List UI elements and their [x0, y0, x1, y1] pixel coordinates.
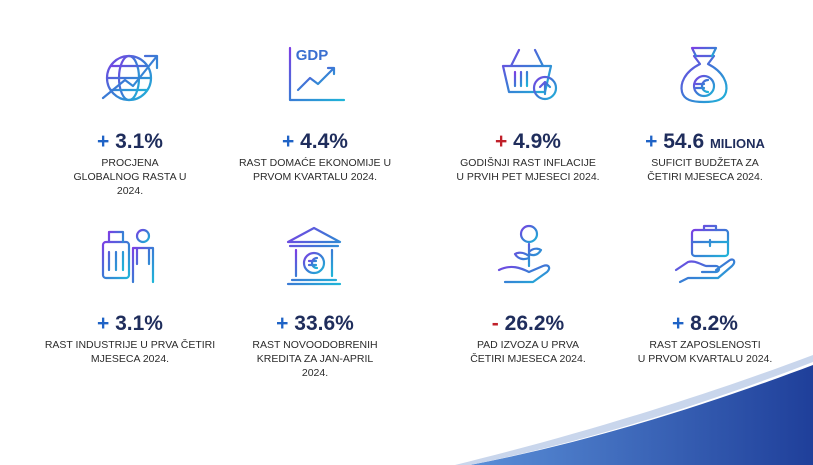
sign: + [672, 312, 685, 335]
icon-label: GDP [296, 47, 329, 64]
sign: + [495, 130, 508, 153]
icon: GDP [288, 46, 346, 102]
description-line: 2024. [301, 367, 329, 379]
value: 3.1% [115, 312, 163, 335]
sign: - [491, 312, 499, 335]
description-line: MJESECA 2024. [90, 353, 170, 365]
description-line: GODIŠNJI RAST INFLACIJE [460, 157, 596, 169]
value: 33.6% [294, 312, 354, 335]
sign: + [645, 130, 658, 153]
description-line: PROCJENA [101, 157, 159, 169]
description-line: RAST NOVOODOBRENIH [252, 339, 378, 351]
description: RAST ZAPOSLENOSTI U PRVOM KVARTALU 2024. [605, 338, 805, 366]
unit: MILIONA [709, 136, 765, 151]
stat: + 54.6 MILIONA [605, 130, 805, 154]
value: 4.4% [300, 130, 348, 153]
description-line: PAD IZVOZA U PRVA [476, 339, 580, 351]
description: PROCJENA GLOBALNOG RASTA U 2024. [30, 156, 230, 198]
sign: + [97, 130, 110, 153]
sign: + [97, 312, 110, 335]
description-line: ČETIRI MJESECA 2024. [647, 171, 763, 183]
stat-item: + 54.6 MILIONA SUFICIT BUDŽETA ZA ČETIRI M… [605, 42, 805, 184]
stat-item: + 8.2% RAST ZAPOSLENOSTI U PRVOM KVARTALU … [605, 222, 805, 366]
icon [101, 54, 159, 102]
stat: + 3.1% [30, 130, 230, 154]
stat: + 33.6% [215, 312, 415, 336]
description-line: RAST ZAPOSLENOSTI [649, 339, 761, 351]
stat-item: - 26.2% PAD IZVOZA U PRVA ČETIRI MJESECA 2… [428, 222, 628, 366]
stat-item: + 4.9% GODIŠNJI RAST INFLACIJE U PRVIH PET… [428, 42, 628, 184]
icon [101, 228, 155, 284]
sign: + [276, 312, 289, 335]
description-line: PRVOM KVARTALU 2024. [252, 171, 378, 183]
value: 4.9% [513, 130, 561, 153]
value: 3.1% [115, 130, 163, 153]
stat-item: GDP + 4.4% RAST DOMAĆE EKONOMIJE U PRVOM KV… [215, 42, 415, 184]
value: 8.2% [690, 312, 738, 335]
description: GODIŠNJI RAST INFLACIJE U PRVIH PET MJESE… [428, 156, 628, 184]
stat: + 8.2% [605, 312, 805, 336]
stat: + 4.4% [215, 130, 415, 154]
sign: + [282, 130, 295, 153]
description-line: 2024. [116, 185, 144, 197]
description-line: SUFICIT BUDŽETA ZA [651, 157, 759, 169]
description-line: RAST DOMAĆE EKONOMIJE U [238, 157, 392, 169]
icon [674, 224, 736, 284]
stat-item: + 33.6% RAST NOVOODOBRENIH KREDITA ZA JAN-… [215, 222, 415, 380]
description-line: U PRVIH PET MJESECI 2024. [456, 171, 600, 183]
description: SUFICIT BUDŽETA ZA ČETIRI MJESECA 2024. [605, 156, 805, 184]
stat-item: + 3.1% PROCJENA GLOBALNOG RASTA U 2024. [30, 42, 230, 198]
icon [680, 46, 728, 104]
description: RAST INDUSTRIJE U PRVA ČETIRI MJESECA 202… [30, 338, 230, 366]
description-line: RAST INDUSTRIJE U PRVA ČETIRI [44, 339, 216, 351]
description-line: ČETIRI MJESECA 2024. [470, 353, 586, 365]
description-line: U PRVOM KVARTALU 2024. [637, 353, 773, 365]
stat: + 3.1% [30, 312, 230, 336]
stat: - 26.2% [428, 312, 628, 336]
description: RAST NOVOODOBRENIH KREDITA ZA JAN-APRIL 20… [215, 338, 415, 380]
description: RAST DOMAĆE EKONOMIJE U PRVOM KVARTALU 20… [215, 156, 415, 184]
description-line: KREDITA ZA JAN-APRIL [256, 353, 374, 365]
value: 26.2% [504, 312, 565, 335]
icon [286, 226, 342, 286]
stat-item: + 3.1% RAST INDUSTRIJE U PRVA ČETIRI MJESE… [30, 222, 230, 366]
value: 54.6 [663, 130, 705, 153]
icon [497, 224, 551, 284]
description: PAD IZVOZA U PRVA ČETIRI MJESECA 2024. [428, 338, 628, 366]
description-line: GLOBALNOG RASTA U [73, 171, 187, 183]
stat: + 4.9% [428, 130, 628, 154]
icon [501, 48, 558, 101]
